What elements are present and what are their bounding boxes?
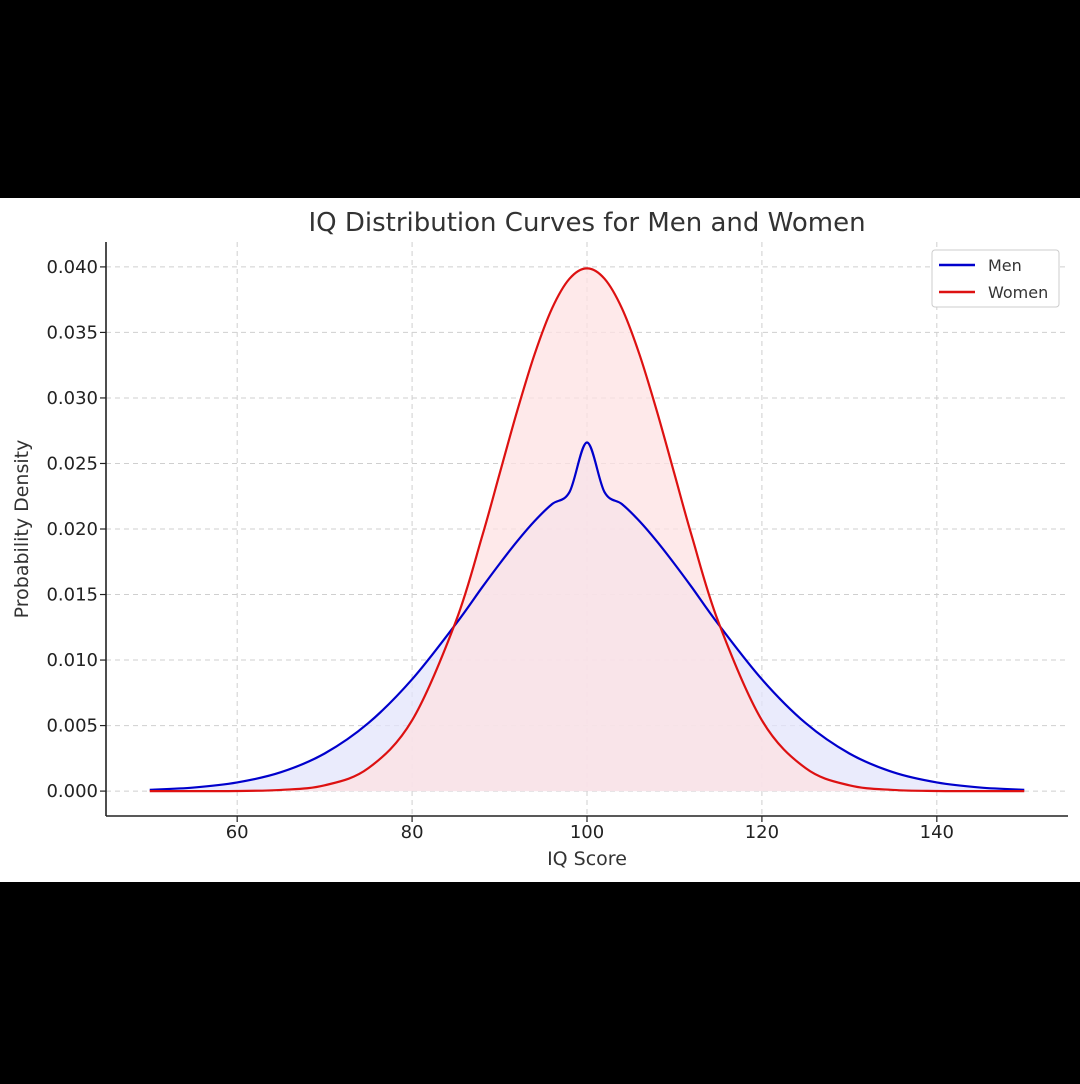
- legend: Men Women: [931, 249, 1060, 308]
- y-tick-label: 0.000: [46, 781, 98, 802]
- x-axis-label: IQ Score: [547, 848, 627, 870]
- x-tick-label: 100: [570, 822, 604, 843]
- x-tick-label: 60: [226, 822, 249, 843]
- y-tick-label: 0.015: [46, 585, 98, 606]
- series-lines: [149, 267, 1025, 793]
- y-tick-label: 0.010: [46, 650, 98, 671]
- y-tick-label: 0.030: [46, 388, 98, 409]
- y-tick-label: 0.020: [46, 519, 98, 540]
- x-tick-label: 120: [745, 822, 779, 843]
- y-axis-label: Probability Density: [11, 440, 33, 619]
- series-line-men: [149, 441, 1025, 791]
- y-tick-label: 0.035: [46, 322, 98, 343]
- legend-label-women: Women: [988, 283, 1048, 302]
- y-tick-label: 0.005: [46, 716, 98, 737]
- x-tick-label: 80: [401, 822, 424, 843]
- legend-label-men: Men: [988, 256, 1022, 275]
- x-tick-label: 140: [920, 822, 954, 843]
- y-ticks: 0.000 0.005 0.010 0.015 0.020 0.025 0.030 0.035…: [46, 257, 106, 802]
- chart-title: IQ Distribution Curves for Men and Women: [308, 208, 865, 238]
- series-fills: [149, 268, 1025, 792]
- series-line-women: [149, 267, 1025, 793]
- y-tick-label: 0.040: [46, 257, 98, 278]
- y-tick-label: 0.025: [46, 453, 98, 474]
- x-ticks: 60 80 100 120 140: [226, 816, 954, 843]
- area-fill-women: [149, 268, 1025, 792]
